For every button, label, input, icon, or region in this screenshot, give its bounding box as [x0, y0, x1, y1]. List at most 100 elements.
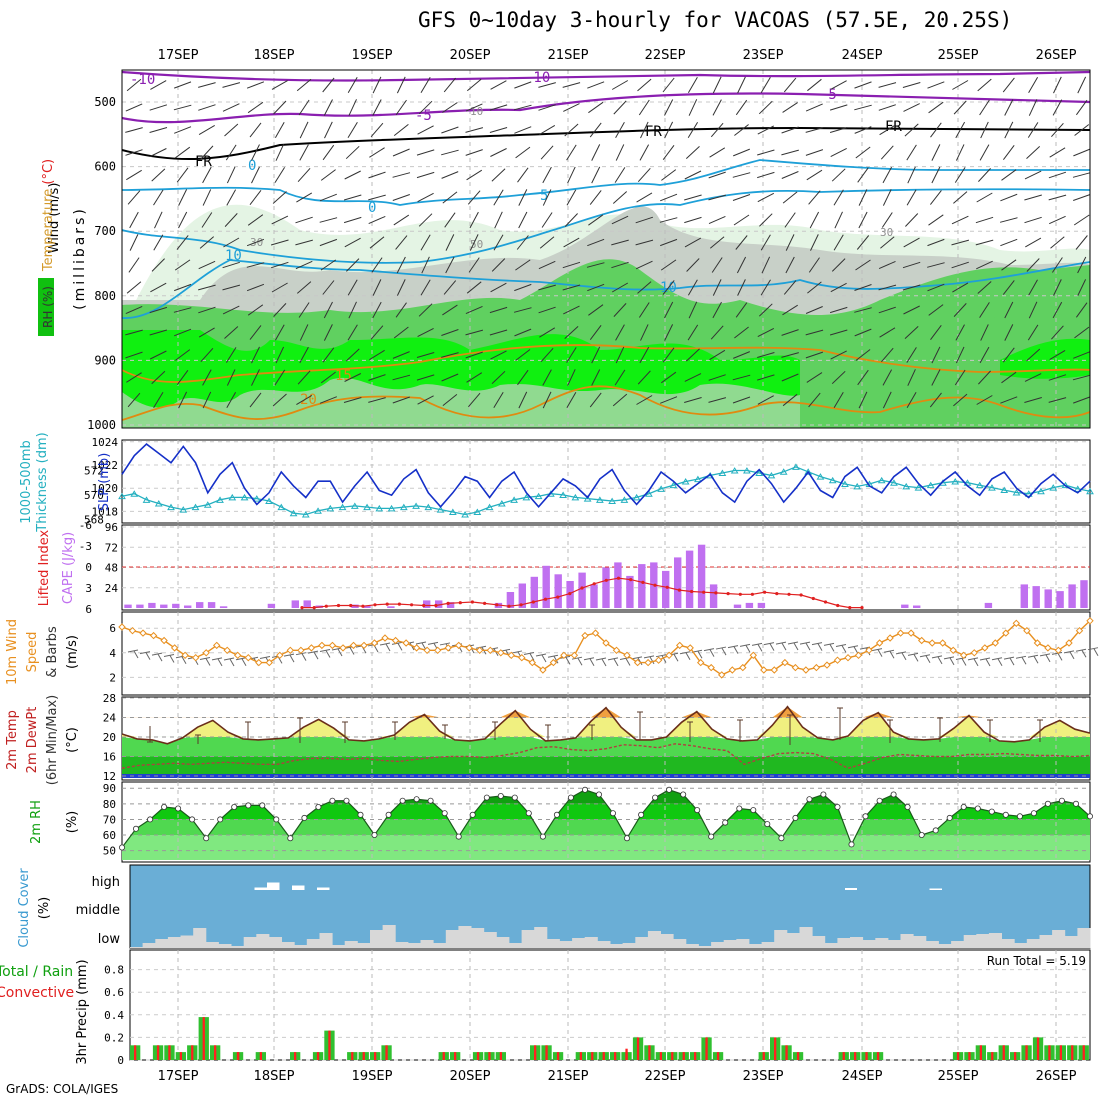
- wind-barb: [420, 279, 431, 296]
- wind-barb: [976, 395, 993, 405]
- ylabel-cloud-unit: (%): [37, 897, 52, 920]
- wind-barb: [149, 148, 167, 157]
- wind10-marker: [823, 661, 831, 669]
- wind-barb: [830, 80, 847, 90]
- wind-barb: [420, 234, 431, 251]
- wind-barb: [249, 392, 262, 408]
- wind-barb: [368, 215, 386, 225]
- wind-barb: [782, 304, 798, 316]
- wind-barb: [757, 352, 775, 358]
- wind-barb: [805, 329, 824, 336]
- wind10-barb-flag: [1021, 657, 1027, 665]
- wind-barb: [929, 392, 942, 408]
- temp-contour-0: [121, 159, 1090, 206]
- rh-marker: [497, 793, 504, 800]
- wind10-barb: [751, 642, 763, 646]
- cloud-panel: high middle low: [76, 864, 1091, 949]
- thickness-marker: [1086, 487, 1094, 495]
- wind-barb: [465, 127, 484, 133]
- wind-barb: [906, 347, 917, 363]
- wind10-marker: [570, 651, 579, 660]
- wind-barb: [125, 329, 143, 336]
- li-marker: [592, 582, 596, 586]
- wind-barb: [540, 347, 554, 363]
- wind10-barb-flag: [661, 655, 667, 663]
- wind10-barb: [727, 645, 739, 649]
- cape-bar: [1032, 586, 1040, 608]
- temp-contour-minus5: [121, 92, 1091, 124]
- wind-barb: [129, 234, 139, 251]
- wind-barb: [345, 145, 360, 160]
- wind-barb: [174, 81, 192, 89]
- wind-barb: [733, 351, 750, 359]
- wind-barb: [175, 146, 191, 159]
- wind-barb: [198, 260, 216, 270]
- cape-bar: [506, 592, 515, 608]
- wind-barb: [927, 262, 945, 268]
- precip-rain-bar: [351, 1052, 354, 1060]
- wind-barb: [781, 171, 799, 179]
- cape-tick-label: 48: [105, 562, 118, 575]
- li-marker: [775, 592, 779, 596]
- cloud-low-bar: [344, 941, 358, 948]
- wind10-barb: [1015, 655, 1027, 659]
- rh-marker: [511, 794, 518, 801]
- wind10-barb-flag: [889, 651, 895, 659]
- wind-barb: [928, 214, 944, 226]
- wind-barb: [1049, 147, 1066, 158]
- cape-bar: [1056, 591, 1064, 608]
- wind-barb: [855, 259, 871, 271]
- li-marker: [495, 603, 499, 607]
- wind-barb: [759, 213, 773, 227]
- wind-barb: [1004, 99, 1014, 116]
- wind-barb: [150, 80, 167, 90]
- thickness-marker: [645, 490, 653, 497]
- wind10-marker: [1002, 629, 1010, 637]
- wind-barb: [1028, 301, 1038, 319]
- precip-rain-bar: [659, 1052, 662, 1060]
- wind-barb: [249, 189, 262, 206]
- wind10-barb-flag: [313, 651, 319, 660]
- wind-barb: [251, 166, 260, 184]
- rh-marker: [638, 811, 645, 818]
- wind-barb: [538, 82, 556, 88]
- wind10-barb-flag: [1009, 657, 1015, 666]
- wind-barb: [708, 215, 726, 225]
- wind10-marker: [959, 651, 968, 660]
- wind-barb: [271, 215, 289, 225]
- wind-barb: [489, 104, 508, 111]
- wind-barb: [955, 346, 965, 364]
- precip-rain-bar: [694, 1052, 697, 1060]
- wind-barb: [587, 81, 605, 89]
- wind10-barb-flag: [589, 658, 595, 666]
- thickness-marker: [951, 478, 960, 485]
- date-label-bottom: 17SEP: [158, 1069, 199, 1084]
- wind-barb: [781, 373, 799, 382]
- rh-marker: [399, 797, 406, 804]
- rh-marker: [806, 796, 813, 803]
- wind-barb: [1002, 280, 1015, 295]
- wind10-barb: [679, 651, 691, 655]
- cape-bar: [172, 603, 180, 608]
- wind-barb: [664, 324, 674, 341]
- wind10-marker: [865, 646, 873, 655]
- rh-marker: [652, 794, 659, 801]
- cloud-low-bar: [508, 943, 522, 948]
- wind-barb: [955, 144, 965, 161]
- wind-barb: [1025, 237, 1042, 248]
- contour-label: 50: [470, 238, 483, 251]
- wind-barb: [320, 169, 336, 181]
- wind-barb: [737, 76, 746, 94]
- slp-tick-label: 1020: [92, 482, 119, 495]
- slp-frame: [121, 439, 1091, 524]
- wind-barb: [977, 78, 992, 92]
- wind-barb: [392, 374, 411, 381]
- rh-marker: [848, 841, 855, 848]
- wind-barb: [465, 305, 483, 315]
- li-marker: [653, 583, 657, 587]
- wind10-marker: [1065, 639, 1073, 647]
- wind-barb: [1026, 146, 1041, 159]
- wind-barb: [1051, 122, 1064, 138]
- wind10-barb-flag: [409, 642, 415, 651]
- li-marker: [616, 576, 621, 580]
